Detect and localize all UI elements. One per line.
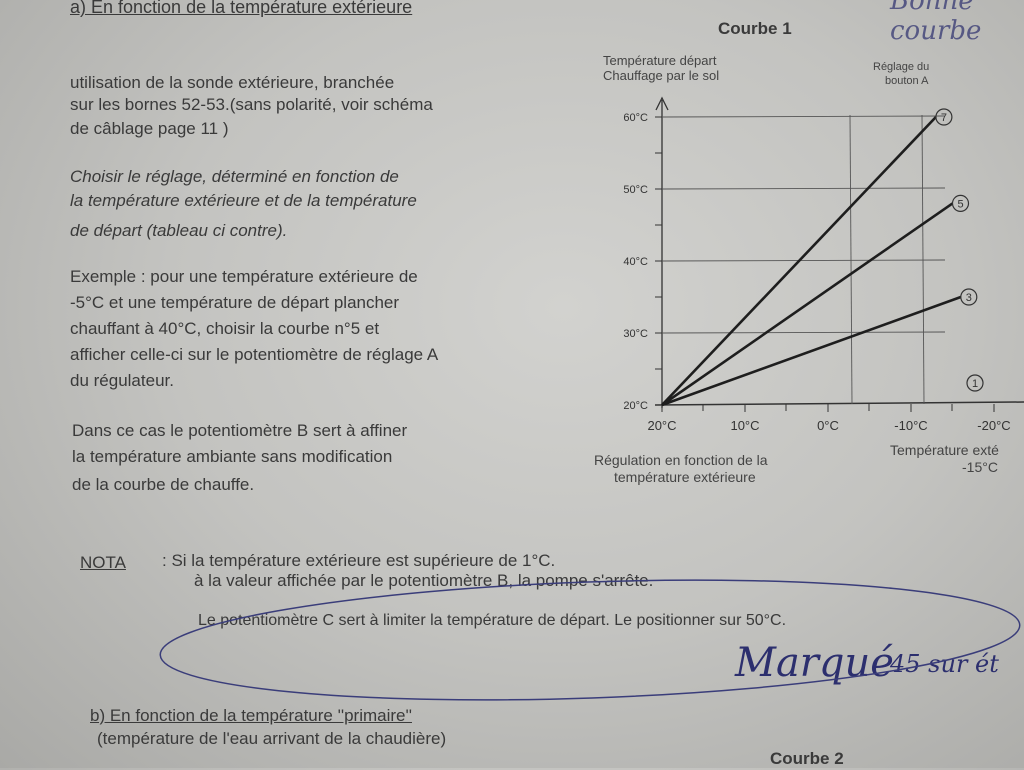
section-b-title: b) En fonction de la température ''prima… bbox=[90, 706, 412, 725]
gridline-horizontal bbox=[661, 259, 946, 262]
para1-line: utilisation de la sonde extérieure, bran… bbox=[70, 73, 395, 92]
para2-line: la température extérieure et de la tempé… bbox=[70, 191, 417, 210]
x-tick-label: 10°C bbox=[730, 418, 759, 433]
para3-line: -5°C et une température de départ planch… bbox=[70, 293, 400, 312]
curve-marker-circle bbox=[966, 374, 984, 392]
gridline-vertical bbox=[849, 114, 853, 405]
nota-line: à la valeur affichée par le potentiomètr… bbox=[194, 571, 654, 590]
handwritten-note-small: 45 sur ét bbox=[890, 650, 999, 678]
gridline-horizontal bbox=[661, 115, 946, 118]
para3-line: chauffant à 40°C, choisir la courbe n°5 … bbox=[70, 319, 380, 338]
curve-label: 3 bbox=[966, 292, 972, 304]
x-tick-label: -20°C bbox=[977, 418, 1010, 433]
x-axis-label: Régulation en fonction de la bbox=[594, 452, 768, 468]
y-axis-label: Température départ bbox=[603, 53, 717, 68]
y-axis-label: Chauffage par le sol bbox=[603, 68, 720, 83]
curve-label: 1 bbox=[972, 378, 978, 390]
handwritten-top: Bonne courbe bbox=[890, 0, 982, 46]
para4-line: la température ambiante sans modificatio… bbox=[72, 447, 393, 466]
knob-label: Réglage du bbox=[873, 61, 930, 73]
handwritten-note: Marqué bbox=[735, 640, 894, 686]
curve-marker-circle bbox=[951, 194, 970, 212]
para1-line: de câblage page 11 ) bbox=[70, 119, 229, 138]
y-tick-label: 50°C bbox=[623, 184, 648, 196]
para3-line: du régulateur. bbox=[70, 371, 174, 390]
curve-marker-circle bbox=[935, 108, 953, 126]
curve-line-7 bbox=[661, 116, 937, 406]
gridline-horizontal bbox=[661, 187, 946, 190]
curve-label: 5 bbox=[957, 198, 963, 210]
x-axis bbox=[654, 401, 1024, 406]
knob-label: bouton A bbox=[885, 75, 929, 87]
curve-marker-circle bbox=[960, 288, 978, 306]
section-b-subtitle: (température de l'eau arrivant de la cha… bbox=[97, 729, 447, 748]
x-tick-label: 0°C bbox=[817, 418, 839, 433]
curve-label: 7 bbox=[941, 112, 947, 124]
para4-line: Dans ce cas le potentiomètre B sert à af… bbox=[72, 421, 408, 440]
section-a-title: a) En fonction de la température extérie… bbox=[70, 0, 413, 17]
gridline-horizontal bbox=[661, 331, 946, 334]
nota-circled-text: Le potentiomètre C sert à limiter la tem… bbox=[198, 612, 787, 629]
nota-line: : Si la température extérieure est supér… bbox=[162, 551, 556, 570]
y-tick-label: 30°C bbox=[623, 328, 648, 340]
y-tick-label: 20°C bbox=[623, 400, 648, 412]
x-right-label: -15°C bbox=[962, 459, 998, 475]
chart-title: Courbe 1 bbox=[718, 19, 792, 38]
x-right-label: Température exté bbox=[890, 442, 999, 458]
nota-label: NOTA bbox=[80, 553, 126, 572]
para2-line: Choisir le réglage, déterminé en fonctio… bbox=[70, 167, 399, 186]
curve2-title: Courbe 2 bbox=[770, 749, 844, 768]
curve-line-5 bbox=[661, 202, 954, 407]
x-axis-label: température extérieure bbox=[614, 469, 756, 485]
para3-line: Exemple : pour une température extérieur… bbox=[70, 267, 418, 286]
curve-line-3 bbox=[661, 295, 962, 407]
hand-drawn-circle bbox=[159, 579, 1021, 701]
para3-line: afficher celle-ci sur le potentiomètre d… bbox=[70, 345, 439, 364]
x-tick-label: 20°C bbox=[647, 418, 676, 433]
para4-line: de la courbe de chauffe. bbox=[72, 475, 255, 494]
para1-line: sur les bornes 52-53.(sans polarité, voi… bbox=[70, 95, 433, 114]
y-tick-label: 60°C bbox=[623, 112, 648, 124]
gridline-vertical bbox=[921, 114, 925, 405]
para2-line: de départ (tableau ci contre). bbox=[70, 221, 288, 240]
y-tick-label: 40°C bbox=[623, 256, 648, 268]
x-tick-label: -10°C bbox=[894, 418, 927, 433]
y-axis-arrow-icon bbox=[655, 96, 669, 111]
